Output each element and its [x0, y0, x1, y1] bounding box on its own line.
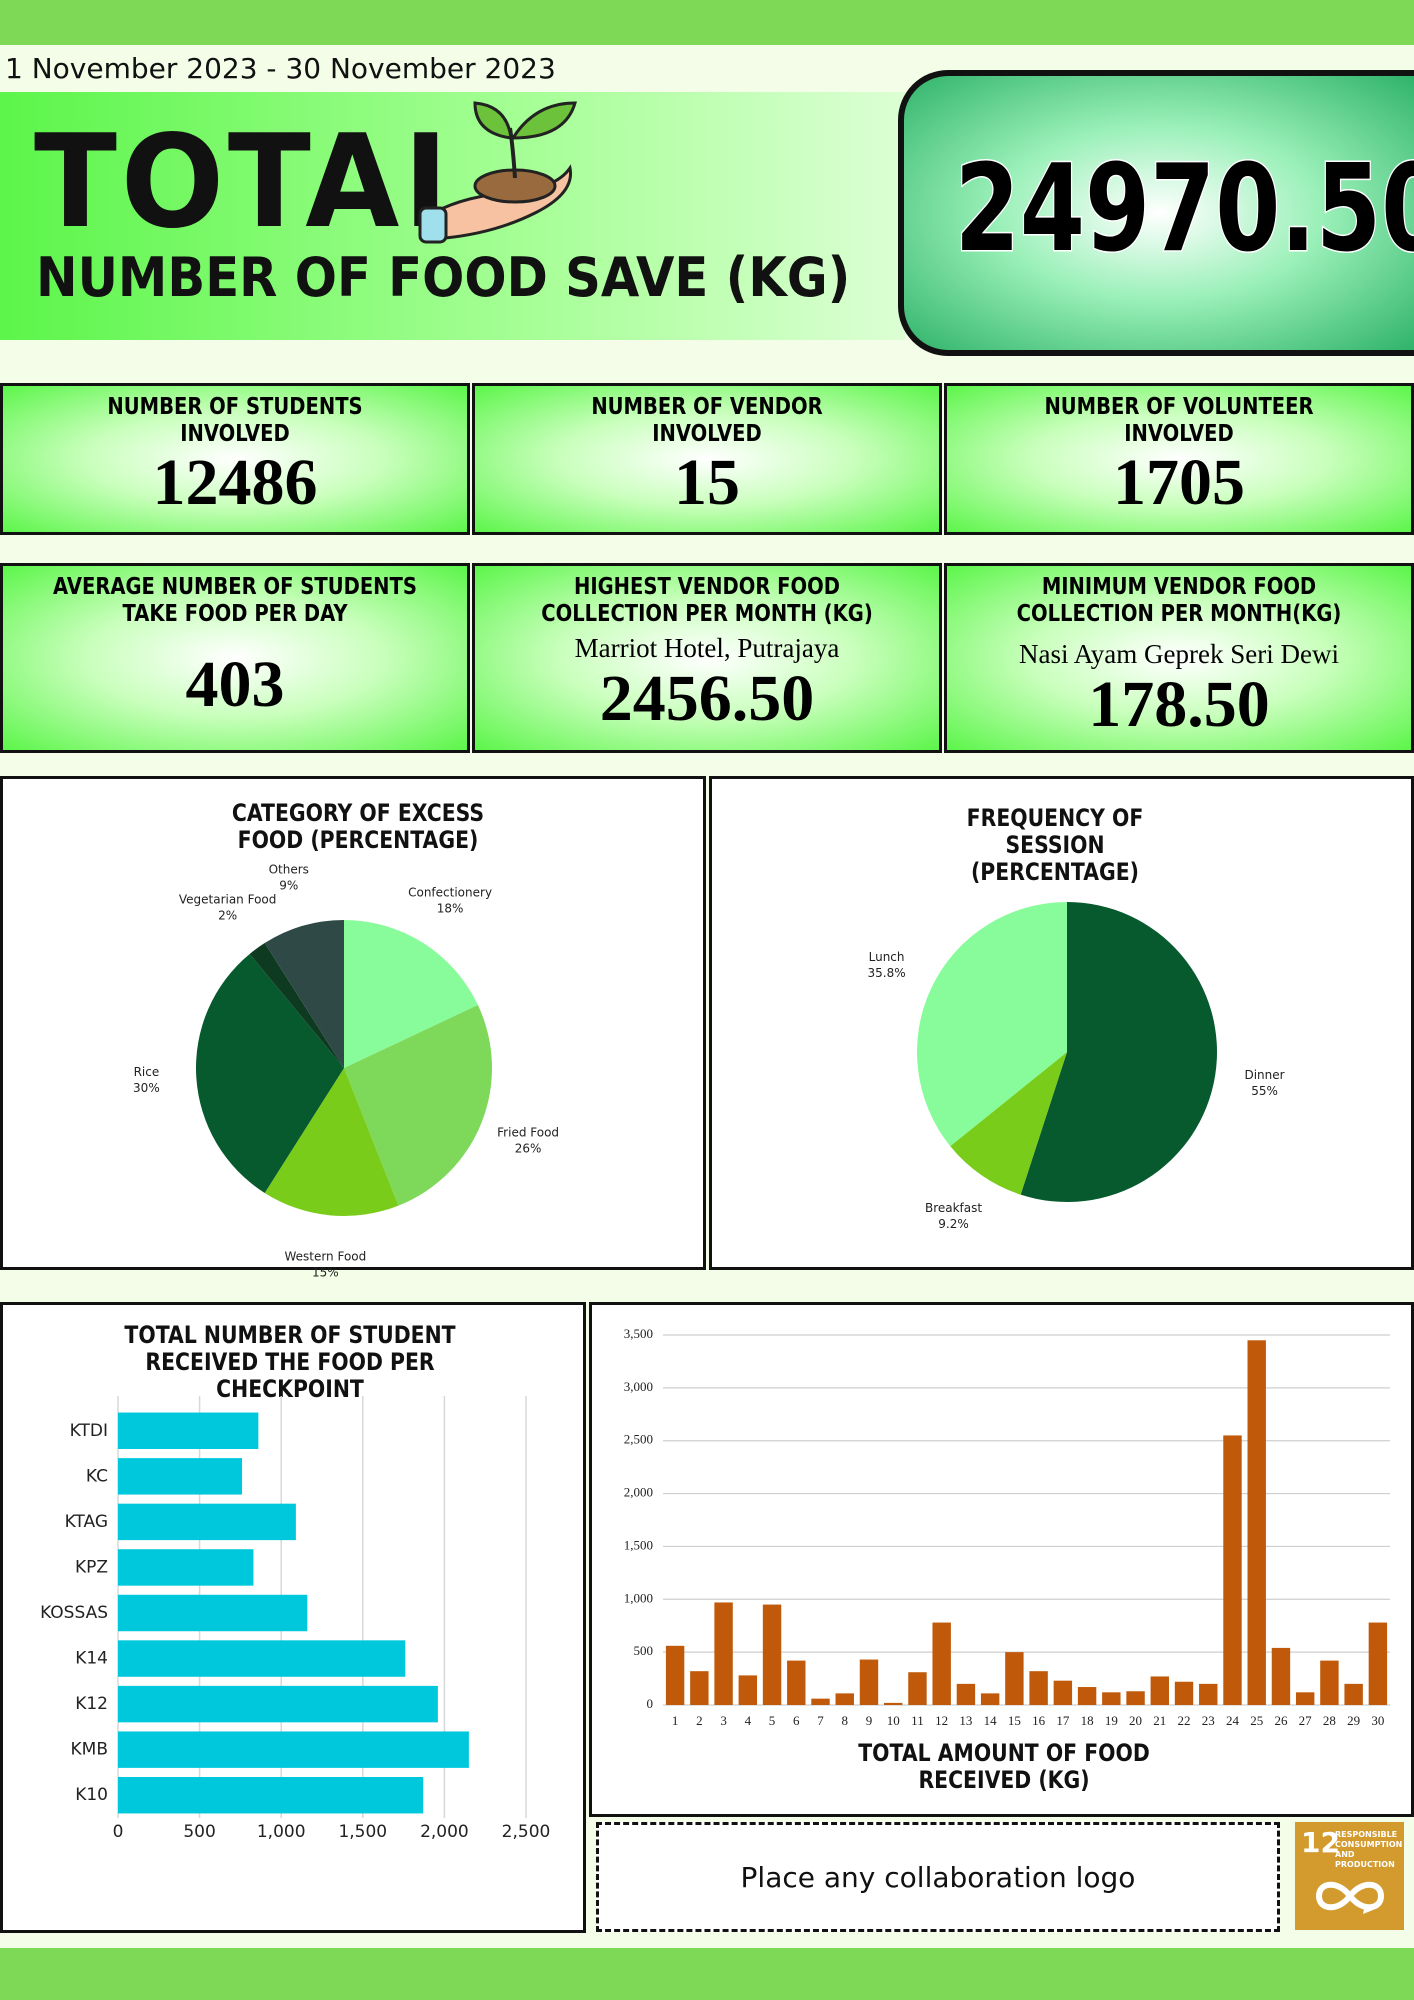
stat-card: NUMBER OF VENDOR INVOLVED 15	[472, 383, 942, 535]
stat-card: NUMBER OF VOLUNTEER INVOLVED 1705	[944, 383, 1414, 535]
stat-label: NUMBER OF VENDOR INVOLVED	[591, 394, 823, 447]
stat-vendor: Nasi Ayam Geprek Seri Dewi	[1019, 639, 1339, 669]
stat-label: MINIMUM VENDOR FOOD COLLECTION PER MONTH…	[1016, 574, 1342, 627]
total-value: 24970.50	[954, 139, 1414, 281]
sdg-logo: 12 RESPONSIBLE CONSUMPTION AND PRODUCTIO…	[1295, 1822, 1404, 1930]
stat-card: AVERAGE NUMBER OF STUDENTS TAKE FOOD PER…	[0, 563, 470, 753]
stat-value: 12486	[152, 446, 318, 519]
stat-card: MINIMUM VENDOR FOOD COLLECTION PER MONTH…	[944, 563, 1414, 753]
stat-value: 1705	[1113, 446, 1245, 519]
plant-icon	[418, 101, 577, 244]
stat-card: HIGHEST VENDOR FOOD COLLECTION PER MONTH…	[472, 563, 942, 753]
sdg-number: 12	[1301, 1826, 1340, 1859]
chart-title: CATEGORY OF EXCESS FOOD (PERCENTAGE)	[231, 799, 485, 854]
logo-placeholder: Place any collaboration logo	[596, 1822, 1280, 1932]
stat-label: NUMBER OF STUDENTS INVOLVED	[107, 394, 363, 447]
header-subtitle: NUMBER OF FOOD SAVE (KG)	[36, 246, 851, 309]
stat-value: 15	[674, 446, 740, 519]
stat-label: NUMBER OF VOLUNTEER INVOLVED	[1044, 394, 1314, 447]
bottom-band	[0, 1948, 1414, 2000]
stat-value: 2456.50	[599, 662, 815, 735]
stat-vendor: Marriot Hotel, Putrajaya	[574, 633, 840, 663]
header-title: TOTAL	[34, 108, 485, 257]
sdg-icon	[1315, 1881, 1385, 1914]
stat-value: 403	[185, 648, 285, 721]
axis-title: TOTAL AMOUNT OF FOOD RECEIVED (KG)	[858, 1739, 1150, 1794]
logo-placeholder-text: Place any collaboration logo	[740, 1860, 1136, 1894]
top-band	[0, 0, 1414, 45]
chart-title: FREQUENCY OF SESSION (PERCENTAGE)	[966, 804, 1144, 886]
stat-label: HIGHEST VENDOR FOOD COLLECTION PER MONTH…	[541, 574, 873, 627]
stat-card: NUMBER OF STUDENTS INVOLVED 12486	[0, 383, 470, 535]
sdg-text: RESPONSIBLE CONSUMPTION AND PRODUCTION	[1335, 1830, 1403, 1869]
stat-value: 178.50	[1088, 668, 1270, 741]
stat-label: AVERAGE NUMBER OF STUDENTS TAKE FOOD PER…	[53, 574, 417, 627]
total-box	[898, 70, 1414, 356]
chart-title: TOTAL NUMBER OF STUDENT RECEIVED THE FOO…	[124, 1321, 456, 1403]
date-range: 1 November 2023 - 30 November 2023	[5, 52, 556, 85]
